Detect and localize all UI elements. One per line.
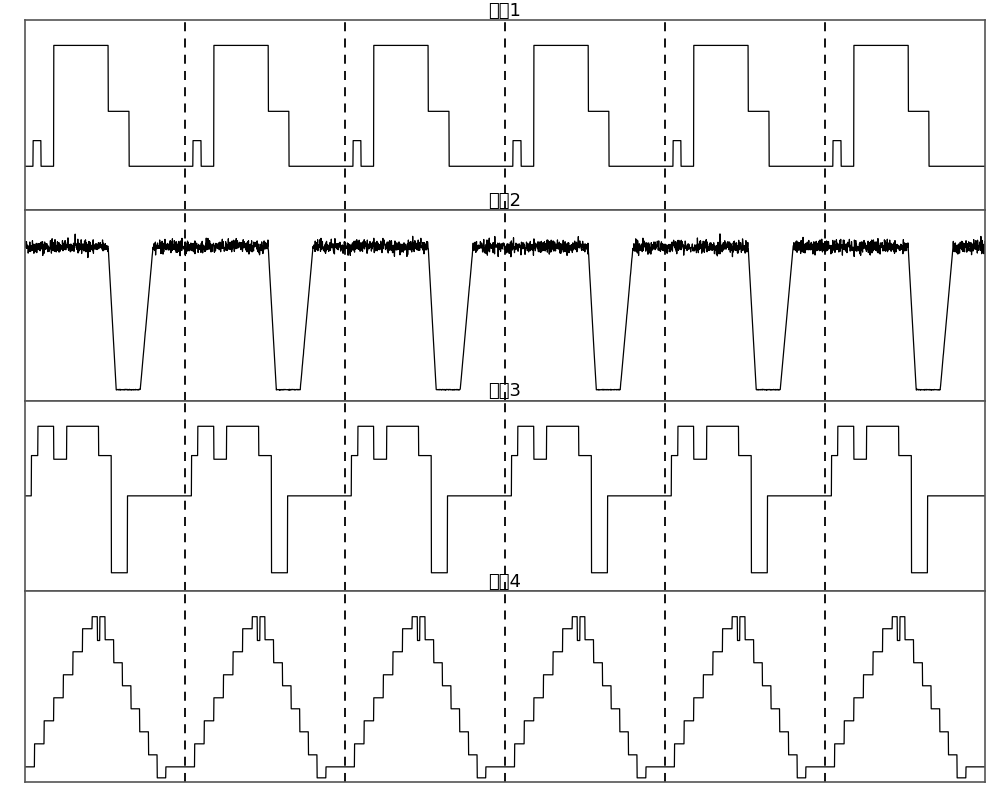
Title: 参数3: 参数3: [488, 383, 522, 400]
Title: 参数1: 参数1: [489, 2, 521, 20]
Title: 参数2: 参数2: [488, 192, 522, 210]
Title: 参数4: 参数4: [488, 573, 522, 591]
